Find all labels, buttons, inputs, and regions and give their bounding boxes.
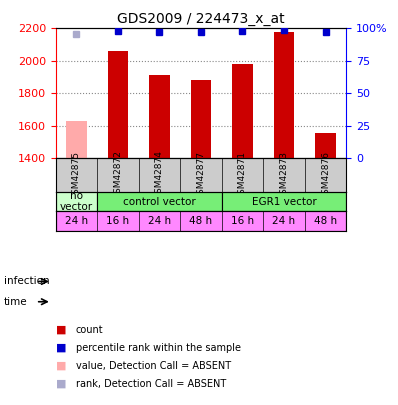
Text: 48 h: 48 h: [189, 216, 213, 226]
Text: ■: ■: [56, 379, 66, 388]
Bar: [66, 121, 87, 158]
Bar: [232, 64, 253, 158]
Bar: [222, 192, 346, 211]
Text: GSM42877: GSM42877: [197, 151, 205, 200]
Text: count: count: [76, 325, 103, 335]
Text: 24 h: 24 h: [273, 216, 296, 226]
Text: 16 h: 16 h: [231, 216, 254, 226]
Text: GSM42876: GSM42876: [321, 151, 330, 200]
Text: GSM42874: GSM42874: [155, 151, 164, 200]
Text: rank, Detection Call = ABSENT: rank, Detection Call = ABSENT: [76, 379, 226, 388]
Text: GSM42872: GSM42872: [113, 151, 123, 200]
Text: ■: ■: [56, 325, 66, 335]
Text: ■: ■: [56, 361, 66, 371]
Text: ■: ■: [56, 343, 66, 353]
Text: GSM42873: GSM42873: [279, 151, 289, 200]
Text: infection: infection: [4, 277, 50, 286]
Text: 24 h: 24 h: [148, 216, 171, 226]
Bar: [274, 32, 295, 158]
Bar: [56, 192, 97, 211]
Title: GDS2009 / 224473_x_at: GDS2009 / 224473_x_at: [117, 12, 285, 26]
Bar: [315, 133, 336, 158]
Text: value, Detection Call = ABSENT: value, Detection Call = ABSENT: [76, 361, 231, 371]
Bar: [149, 75, 170, 158]
Text: EGR1 vector: EGR1 vector: [252, 197, 316, 207]
Text: percentile rank within the sample: percentile rank within the sample: [76, 343, 241, 353]
Text: no
vector: no vector: [60, 191, 93, 213]
Text: GSM42875: GSM42875: [72, 151, 81, 200]
Text: control vector: control vector: [123, 197, 196, 207]
Text: 48 h: 48 h: [314, 216, 337, 226]
Text: 24 h: 24 h: [65, 216, 88, 226]
Text: time: time: [4, 297, 27, 307]
Bar: [97, 192, 222, 211]
Bar: [107, 51, 129, 158]
Bar: [191, 80, 211, 158]
Text: 16 h: 16 h: [106, 216, 129, 226]
Text: GSM42871: GSM42871: [238, 151, 247, 200]
